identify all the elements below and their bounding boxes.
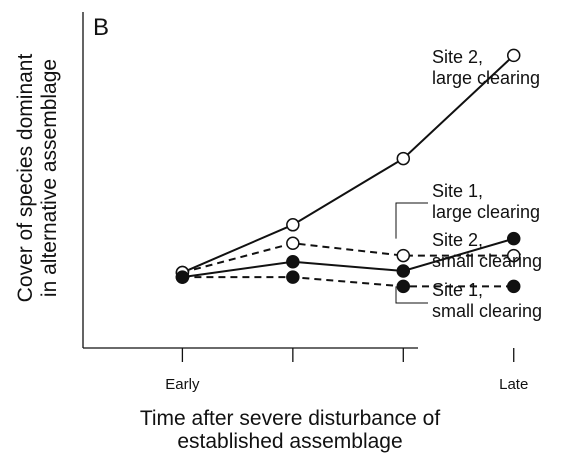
data-point <box>396 279 411 294</box>
data-point <box>506 48 521 63</box>
series-label: Site 1, small clearing <box>432 280 542 321</box>
data-point <box>286 255 300 269</box>
series-lines <box>182 54 515 288</box>
axes: Early Late <box>82 12 528 393</box>
data-point <box>396 264 411 278</box>
series-line <box>182 54 515 274</box>
data-point <box>506 279 521 294</box>
data-point <box>396 151 411 166</box>
label-leader <box>395 286 428 304</box>
data-point <box>506 248 521 263</box>
data-point <box>286 218 300 232</box>
series-label: Site 1, large clearing <box>432 181 540 222</box>
series-line <box>182 242 514 274</box>
series-label: Site 2, large clearing <box>432 47 540 88</box>
series-markers <box>175 48 521 294</box>
axis-labels: Time after severe disturbance of establis… <box>14 54 440 453</box>
x-tick-label: Early <box>165 376 200 393</box>
x-axis-title: Time after severe disturbance of establis… <box>140 407 441 453</box>
x-tick-label: Late <box>499 376 528 393</box>
y-axis-title: Cover of species dominantin alternative … <box>14 54 61 303</box>
data-point <box>396 248 411 263</box>
label-leader <box>395 202 428 239</box>
series-line <box>182 276 514 288</box>
panel-label: B <box>93 14 109 41</box>
series-label: Site 2, small clearing <box>432 230 542 271</box>
data-point <box>286 270 300 284</box>
series-labels: Site 2, large clearing Site 1, large cleari… <box>395 47 542 321</box>
data-point <box>506 231 521 246</box>
data-point <box>175 270 190 284</box>
data-point <box>286 236 300 251</box>
